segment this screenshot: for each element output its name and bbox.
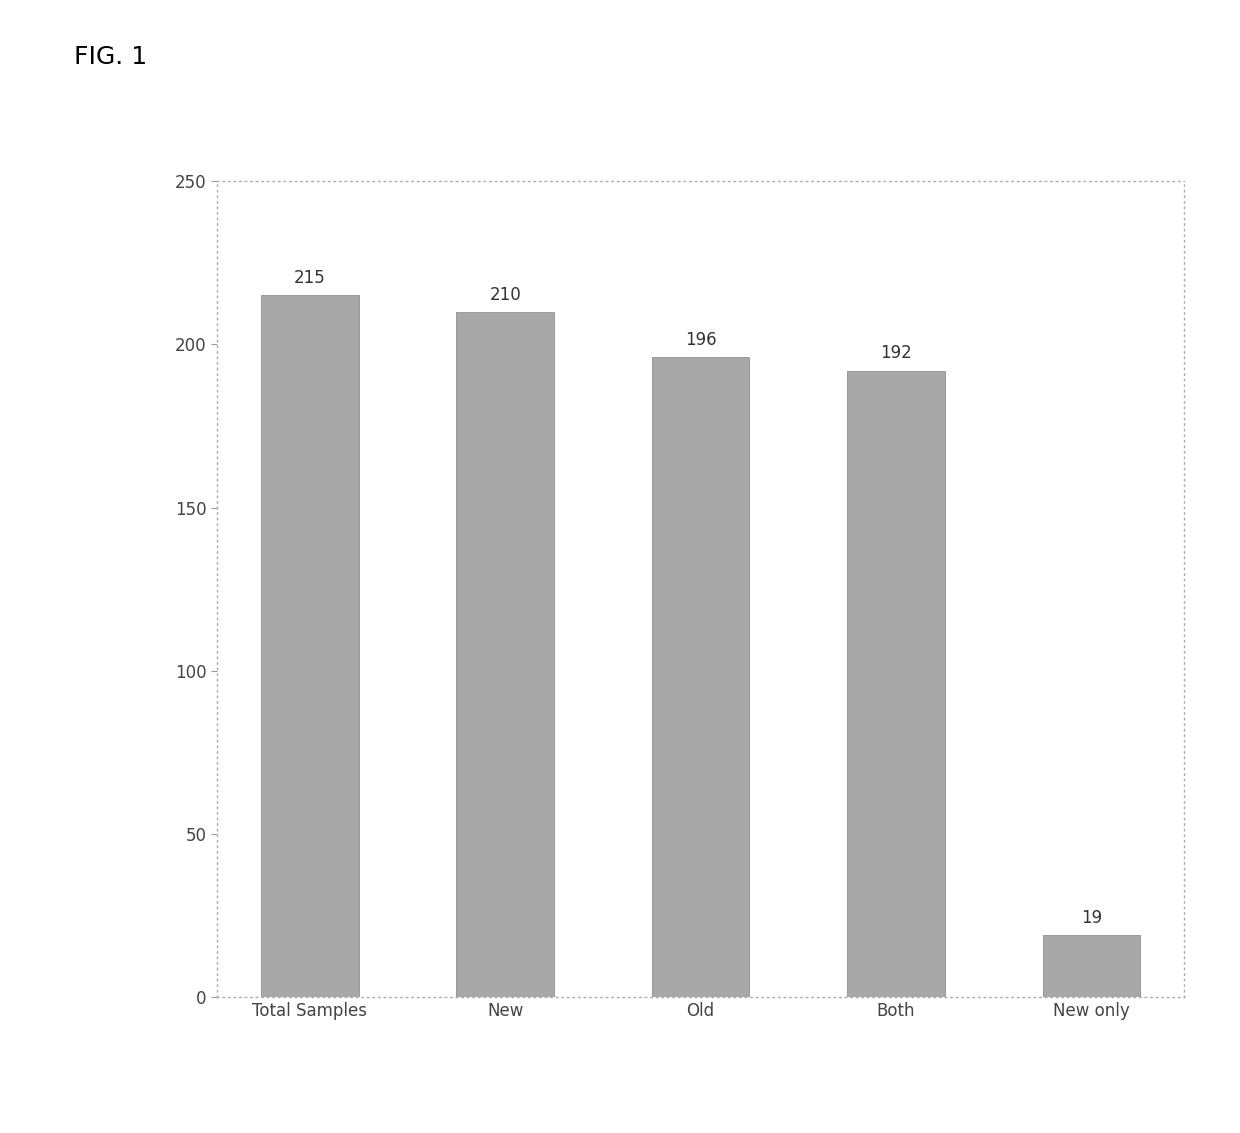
Bar: [456, 312, 554, 997]
Bar: [1043, 935, 1141, 997]
Text: 192: 192: [880, 344, 911, 363]
Text: FIG. 1: FIG. 1: [74, 45, 148, 69]
Text: 215: 215: [294, 270, 326, 288]
Bar: [847, 370, 945, 997]
Text: 19: 19: [1081, 909, 1102, 927]
Bar: [260, 296, 358, 997]
Text: 210: 210: [490, 286, 521, 304]
Text: 196: 196: [684, 331, 717, 349]
Bar: [652, 358, 749, 997]
